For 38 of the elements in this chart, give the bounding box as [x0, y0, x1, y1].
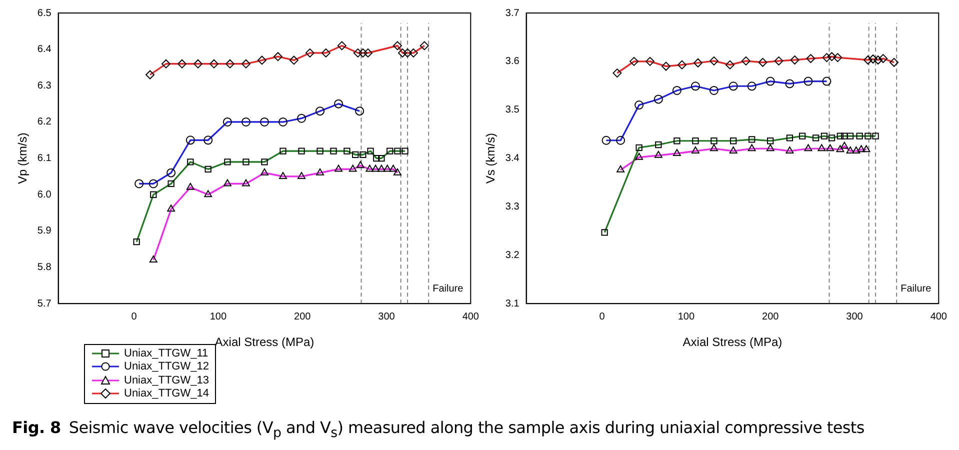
ref-line-label: Failure: [432, 283, 464, 294]
x-tick-label: 300: [846, 311, 864, 322]
y-tick-label: 3.5: [505, 104, 520, 116]
y-tick-label: 6.3: [37, 80, 52, 92]
y-tick-label: 5.8: [37, 262, 52, 274]
legend-label: Uniax_TTGW_12: [124, 360, 209, 373]
x-tick-label: 0: [599, 311, 606, 322]
x-tick-label: 200: [762, 311, 780, 322]
y-tick-label: 3.2: [505, 250, 520, 261]
legend-label: Uniax_TTGW_13: [124, 374, 209, 386]
x-tick-label: 400: [930, 311, 948, 322]
y-axis-title: Vs (km/s): [484, 132, 498, 184]
y-tick-label: 6.1: [37, 153, 52, 164]
y-tick-label: 6.5: [37, 8, 52, 19]
y-tick-label: 6.0: [37, 189, 52, 200]
x-tick-label: 200: [294, 311, 312, 322]
y-tick-label: 5.7: [37, 298, 52, 310]
x-tick-label: 400: [462, 311, 480, 322]
legend-label: Uniax_TTGW_11: [124, 347, 208, 360]
x-axis-title: Axial Stress (MPa): [214, 335, 314, 350]
x-axis-title: Axial Stress (MPa): [682, 335, 782, 350]
legend-label: Uniax_TTGW_14: [124, 388, 209, 400]
caption: Fig. 8: [12, 418, 61, 437]
x-tick-label: 100: [678, 311, 695, 322]
y-tick-label: 3.6: [505, 56, 520, 68]
ref-line-label: Failure: [900, 283, 932, 294]
y-tick-label: 3.4: [505, 153, 520, 164]
y-tick-label: 3.7: [505, 8, 520, 19]
y-tick-label: 3.3: [505, 201, 520, 212]
y-tick-label: 3.1: [505, 298, 520, 310]
x-tick-label: 0: [131, 311, 138, 322]
text: Seismic wave velocities (V$_{p}$ and V$_{s}$) measured along the sample axis during uniaxial compressive tests: [68, 418, 864, 442]
y-tick-label: 6.2: [37, 116, 52, 128]
x-tick-label: 100: [210, 311, 227, 322]
y-tick-label: 6.4: [37, 44, 52, 56]
x-tick-label: 300: [378, 311, 396, 322]
y-axis-title: Vp (km/s): [16, 132, 30, 184]
y-tick-label: 5.9: [37, 226, 52, 237]
